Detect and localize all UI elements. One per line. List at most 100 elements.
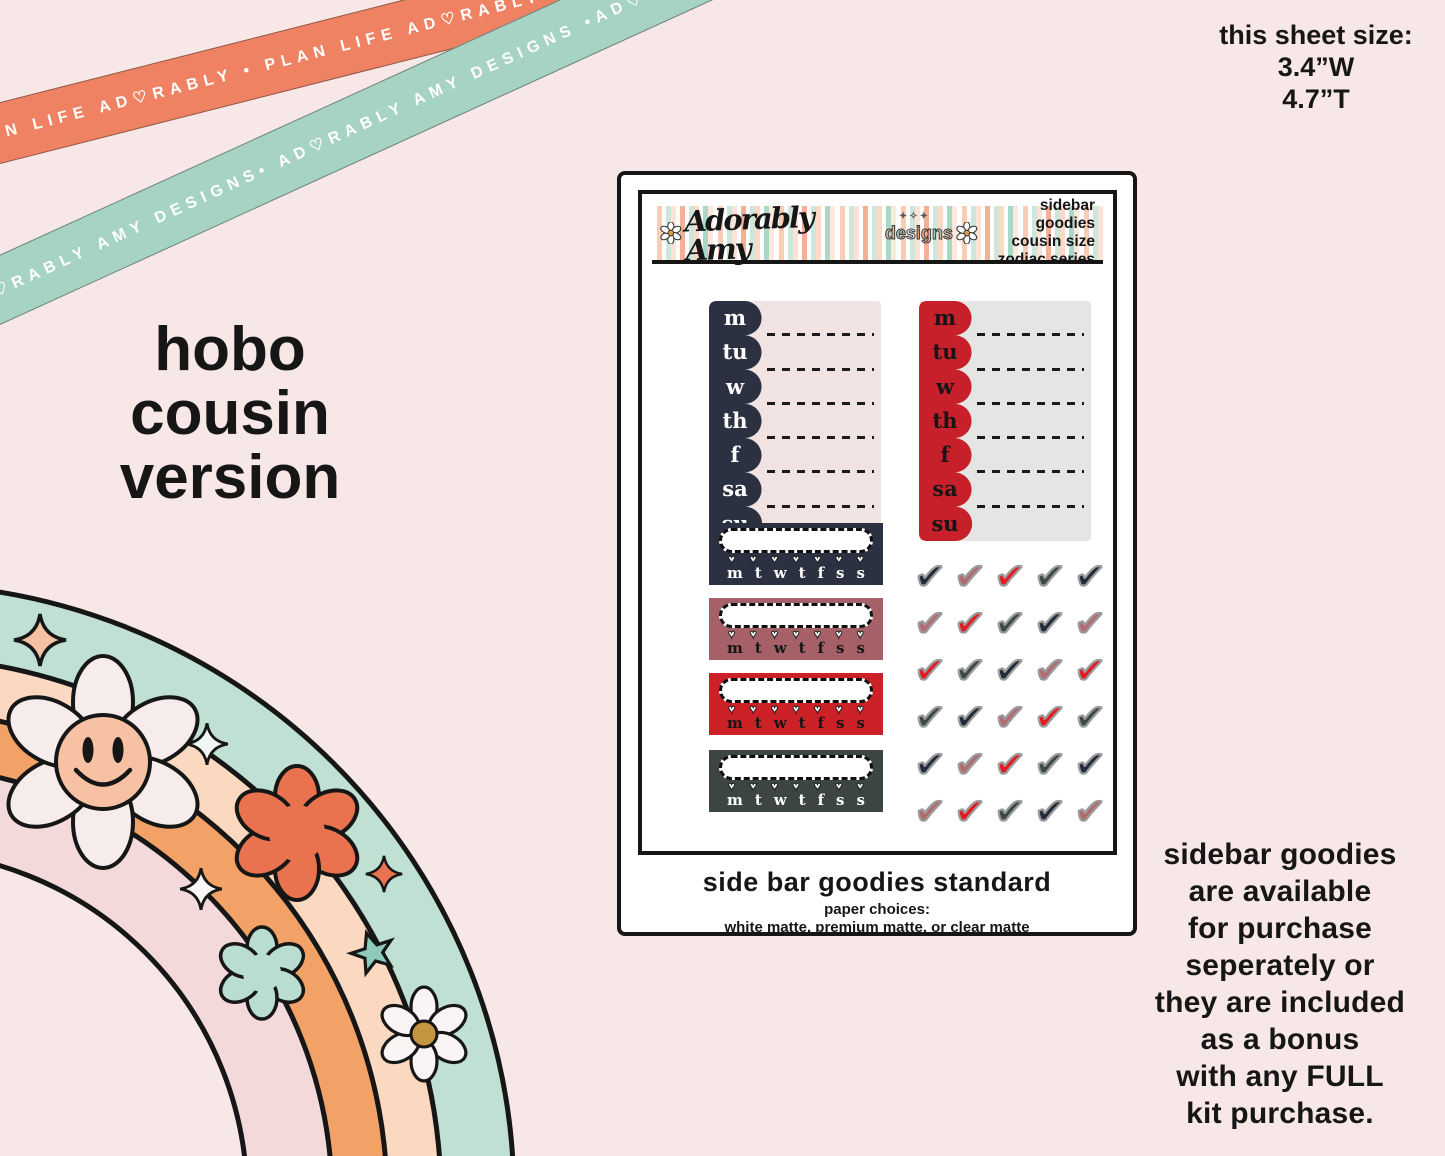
check-icon: ✔ [993, 602, 1027, 645]
dashed-line [977, 401, 1084, 405]
caption-title: side bar goodies standard [702, 867, 1052, 897]
habit-day-letter: f [817, 791, 825, 809]
check-icon: ✔ [1033, 555, 1067, 598]
heart-icon: ♥ [792, 627, 800, 641]
habit-day-letter: m [726, 639, 743, 657]
heart-icon: ♥ [835, 627, 843, 641]
check-icon: ✔ [953, 649, 987, 692]
habit-day-letter: w [773, 639, 787, 657]
write-in-box [719, 678, 873, 703]
smiley-daisy-icon [6, 654, 200, 870]
habit-day-letter: t [754, 639, 762, 657]
checkmark-grid: ✔ ✔ ✔ ✔ ✔ ✔ ✔ ✔ ✔ ✔ ✔ ✔ ✔ ✔ ✔ ✔ ✔ ✔ ✔ ✔ ✔ ✔ ✔ ✔ ✔ ✔ ✔ ✔ ✔ ✔ [910, 553, 1110, 835]
sparkles-icon: ✦✧✦ [898, 211, 931, 222]
habit-day-letter: t [798, 564, 806, 582]
product-card: Adorably Amy ✦✧✦ designs sidebar goodies… [617, 171, 1137, 936]
heart-icon: ♥ [792, 779, 800, 793]
check-icon: ✔ [1033, 649, 1067, 692]
bonus-note: sidebar goodies are available for purcha… [1154, 838, 1406, 1130]
heart-icon: ♥ [792, 552, 800, 566]
check-icon: ✔ [913, 696, 947, 739]
sparkle-icon [185, 722, 229, 766]
check-icon: ✔ [1073, 743, 1107, 786]
day-label: f [940, 442, 950, 468]
day-label: f [730, 442, 740, 468]
check-icon: ✔ [1033, 790, 1067, 833]
habit-day-letter: w [773, 564, 787, 582]
check-icon: ✔ [1033, 743, 1067, 786]
check-icon: ✔ [993, 649, 1027, 692]
check-icon: ✔ [953, 696, 987, 739]
scallop-tab [709, 301, 763, 541]
dashed-line [977, 367, 1084, 371]
daisy-icon [660, 222, 682, 244]
designs-letter: g [920, 223, 932, 243]
sheet-size-note: this sheet size: 3.4”W 4.7”T [1219, 20, 1413, 114]
heart-icon: ♥ [856, 552, 864, 566]
dashed-line [977, 470, 1084, 474]
heart-icon: ♥ [856, 779, 864, 793]
hearts-row: ♥ ♥ ♥ ♥ ♥ ♥ ♥ [709, 552, 883, 566]
write-in-box [719, 528, 873, 553]
dashed-line [767, 367, 874, 371]
dashed-line [767, 504, 874, 508]
habit-day-letter: s [836, 714, 845, 732]
sparkle-icon [179, 867, 223, 911]
version-label: hobo cousin version [119, 315, 341, 512]
designs-letter: s [942, 223, 953, 243]
heart-icon: ♥ [728, 627, 736, 641]
dashed-line [767, 401, 874, 405]
dashed-line [977, 333, 1084, 337]
heart-icon: ♥ [749, 627, 757, 641]
day-label: tu [722, 339, 748, 365]
heart-icon: ♥ [728, 702, 736, 716]
sparkle-icon [13, 613, 67, 667]
hearts-row: ♥ ♥ ♥ ♥ ♥ ♥ ♥ [709, 702, 883, 716]
check-icon: ✔ [913, 790, 947, 833]
brand-logo: Adorably Amy ✦✧✦ designs [660, 200, 978, 267]
smiley-face [54, 713, 152, 811]
heart-icon: ♥ [728, 552, 736, 566]
check-icon: ✔ [1073, 790, 1107, 833]
day-label: th [722, 407, 748, 433]
dashed-line [977, 436, 1084, 440]
check-icon: ✔ [1073, 696, 1107, 739]
sheet-title: sidebar goodies cousin size zodiac serie… [997, 197, 1095, 268]
heart-icon: ♥ [856, 627, 864, 641]
check-icon: ✔ [1073, 555, 1107, 598]
day-label: sa [932, 476, 958, 502]
day-label: w [935, 373, 955, 399]
day-label: m [723, 305, 747, 330]
check-icon: ✔ [1073, 649, 1107, 692]
habit-day-letter: f [817, 714, 825, 732]
designs-letter: d [884, 223, 896, 243]
sparkle-icon [365, 855, 403, 893]
daisy-icon [956, 222, 978, 244]
heart-icon: ♥ [856, 702, 864, 716]
heart-icon: ♥ [813, 552, 821, 566]
heart-icon: ♥ [770, 552, 779, 566]
brand-script-text: Adorably Amy [683, 199, 814, 268]
check-icon: ✔ [913, 555, 947, 598]
heart-icon: ♥ [770, 627, 779, 641]
habit-day-letter: s [856, 714, 865, 732]
heart-icon: ♥ [749, 702, 757, 716]
dashed-line [767, 470, 874, 474]
heart-icon: ♥ [835, 552, 843, 566]
teal-star-icon [346, 929, 395, 978]
check-icon: ✔ [953, 555, 987, 598]
habit-day-letter: t [798, 714, 806, 732]
habit-day-letter: s [856, 564, 865, 582]
day-label: sa [722, 476, 748, 502]
habit-day-letter: t [754, 791, 762, 809]
heart-icon: ♥ [749, 552, 757, 566]
heart-icon: ♥ [813, 779, 821, 793]
check-icon: ✔ [1073, 602, 1107, 645]
caption-paper-choices-options: white matte, premium matte, or clear mat… [724, 919, 1030, 936]
